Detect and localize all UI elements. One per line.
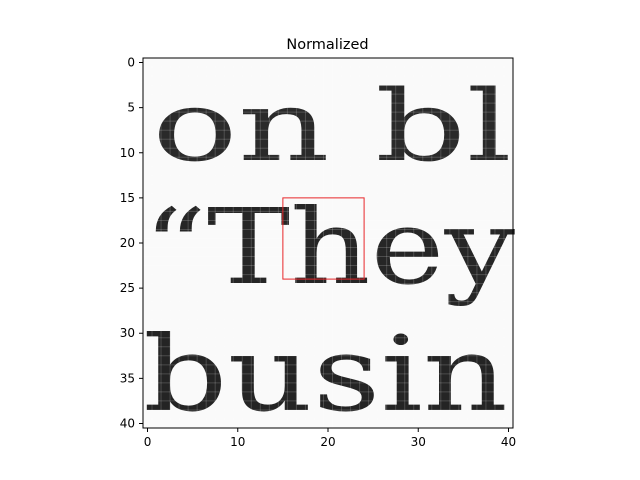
x-tick-label: 20 — [320, 435, 335, 449]
x-tick-label: 10 — [230, 435, 245, 449]
x-tick-label: 30 — [411, 435, 426, 449]
text-line-busin: busin — [143, 313, 508, 435]
text-line-on-bl: on bl — [152, 70, 512, 184]
glyph-text-they: “They — [143, 186, 515, 308]
text-line-they: “They — [143, 186, 515, 308]
highlight-rectangle — [282, 197, 365, 280]
glyph-text-on: on bl — [152, 70, 512, 184]
y-tick-label: 30 — [120, 326, 135, 340]
y-tick-label: 35 — [120, 371, 135, 385]
y-tick-label: 25 — [120, 281, 135, 295]
y-tick-label: 20 — [120, 236, 135, 250]
image-content: on bl “They busin — [142, 57, 515, 435]
x-tick-label: 40 — [501, 435, 516, 449]
y-axis: 0 5 10 15 20 25 30 35 40 — [120, 56, 143, 430]
y-tick-label: 40 — [120, 416, 135, 430]
glyph-text-busin: busin — [143, 313, 508, 435]
y-tick-label: 10 — [120, 146, 135, 160]
y-tick-label: 5 — [127, 101, 135, 115]
y-tick-label: 15 — [120, 191, 135, 205]
image-background — [143, 58, 513, 428]
plot-area: on bl “They busin 0 10 20 30 40 0 5 10 15 20 25 30… — [120, 56, 516, 449]
chart-title: Normalized — [286, 37, 368, 53]
y-tick-label: 0 — [127, 56, 135, 70]
x-axis: 0 10 20 30 40 — [144, 428, 516, 449]
x-tick-label: 0 — [144, 435, 152, 449]
